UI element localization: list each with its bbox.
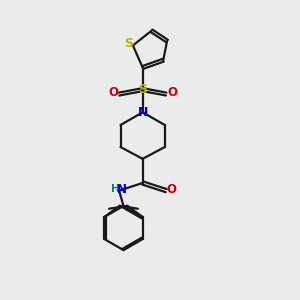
Text: H: H	[111, 184, 120, 194]
Text: O: O	[108, 86, 118, 99]
Text: O: O	[167, 86, 177, 99]
Text: N: N	[137, 106, 148, 119]
Text: S: S	[138, 83, 147, 96]
Text: S: S	[124, 38, 133, 50]
Text: N: N	[117, 183, 127, 196]
Text: O: O	[167, 183, 176, 196]
